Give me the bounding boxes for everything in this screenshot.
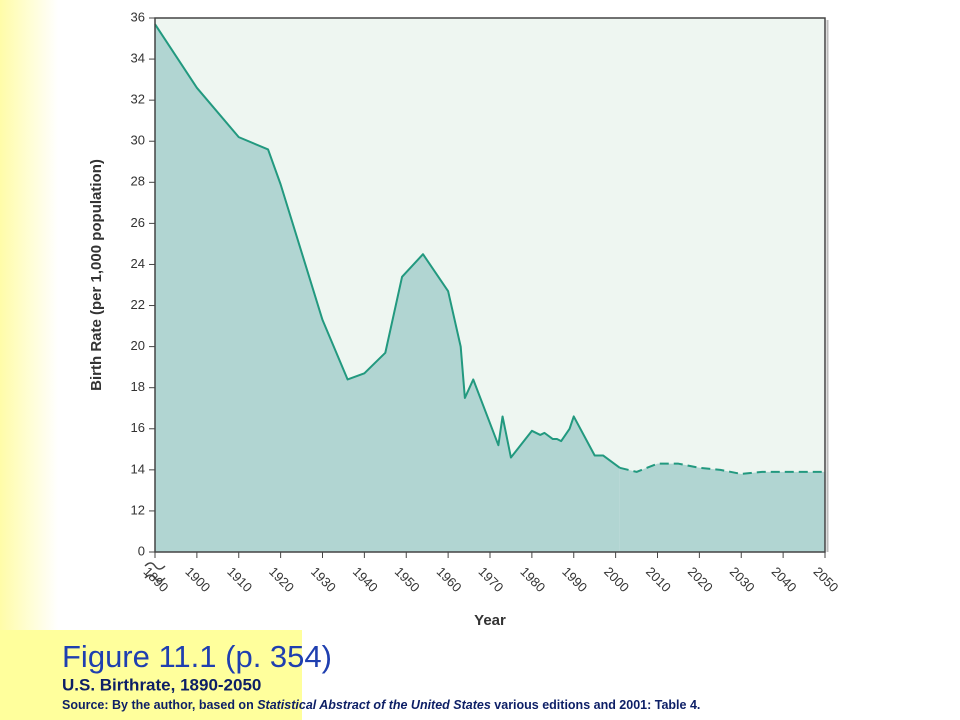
y-tick-label: 26: [131, 215, 145, 230]
x-tick-label: 1940: [350, 564, 381, 595]
y-axis-label: Birth Rate (per 1,000 population): [88, 159, 105, 391]
plot: 0 12 14 16 18 20 22 24 26 28 30 32 34 36 1890 1900 1910 1…: [131, 9, 842, 595]
y-tick-label: 36: [131, 9, 145, 24]
y-tick-label: 30: [131, 133, 145, 148]
y-tick-label: 28: [131, 174, 145, 189]
source-text: Source: By the author, based on: [62, 698, 257, 712]
source: Source: By the author, based on Statisti…: [62, 698, 700, 712]
x-tick-label: 1890: [140, 564, 171, 595]
line: [619, 462, 825, 475]
area: [155, 24, 620, 552]
x-tick-label: 1900: [182, 564, 213, 595]
figure-title: U.S. Birthrate, 1890-2050: [62, 675, 261, 694]
x-tick-label: 1910: [224, 564, 255, 595]
y-tick-label: 32: [131, 92, 145, 107]
x-tick-label: 2040: [769, 564, 800, 595]
x-tick-label: 1960: [434, 564, 465, 595]
y-tick-label: 12: [131, 502, 145, 517]
y-tick-label: 16: [131, 420, 145, 435]
figure-label: Figure 11.1 (p. 354): [62, 639, 332, 674]
source-title: Statistical Abstract of the United State…: [257, 698, 491, 712]
x-tick-label: 2020: [685, 564, 716, 595]
x-tick-label: 1970: [475, 564, 506, 595]
x-tick-label: 2010: [643, 564, 674, 595]
y-tick-label: 18: [131, 379, 145, 394]
x-tick-label: 2000: [601, 564, 632, 595]
source-text: various editions and 2001: Table 4.: [491, 698, 701, 712]
y-tick-label: 14: [131, 461, 145, 476]
y-tick-label: 20: [131, 338, 145, 353]
side-panel: [0, 0, 58, 720]
caption-panel: [0, 630, 302, 720]
x-axis-label: Year: [474, 612, 506, 629]
x-tick-label: 1930: [308, 564, 339, 595]
axis-break: [144, 562, 166, 582]
y-tick-label: 22: [131, 297, 145, 312]
x-tick-label: 2050: [810, 564, 841, 595]
line: [154, 23, 621, 469]
x-tick-label: 2030: [727, 564, 758, 595]
x-tick-label: 1990: [559, 564, 590, 595]
x-tick-label: 1950: [392, 564, 423, 595]
area: [619, 463, 825, 552]
y-tick-label: 24: [131, 256, 145, 271]
x-tick-label: 1980: [517, 564, 548, 595]
y-tick-label: 0: [138, 543, 145, 558]
x-tick-label: 1920: [266, 564, 297, 595]
y-tick-label: 34: [131, 51, 145, 66]
